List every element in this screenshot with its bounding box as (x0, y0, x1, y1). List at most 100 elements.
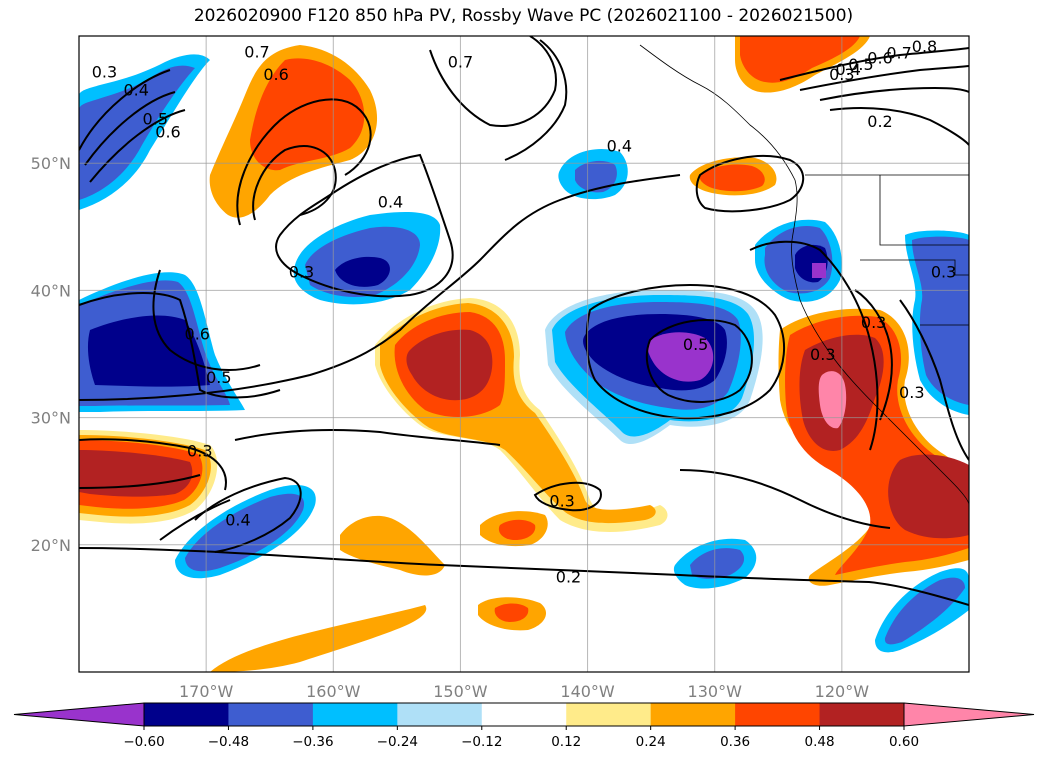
anomaly-negative (690, 548, 745, 579)
anomaly-negative (575, 160, 617, 193)
pv-contour (84, 91, 176, 166)
pv-contour (899, 299, 969, 461)
pv-contour (275, 153, 454, 298)
anomaly-positive (250, 58, 365, 171)
contour-label: 0.8 (912, 37, 937, 56)
colorbar-swatch (735, 703, 821, 726)
contour-label: 0.7 (244, 42, 269, 61)
colorbar: −0.60 −0.48 −0.36 −0.24 −0.12 0.12 0.24 0.36 0.4… (13, 702, 1035, 750)
contour-label: 0.5 (206, 368, 231, 387)
colorbar-swatch (144, 703, 229, 726)
pv-contour (504, 39, 568, 161)
contour-label: 0.3 (289, 262, 314, 281)
contour-label: 0.6 (155, 122, 180, 141)
pv-contour (429, 36, 557, 127)
pv-contour (585, 283, 786, 420)
contour-label: 0.2 (556, 568, 581, 587)
contour-label: 0.5 (683, 335, 708, 354)
anomaly-negative (87, 315, 210, 387)
colorbar-swatch (650, 703, 736, 726)
contour-label: 0.5 (848, 55, 873, 74)
contour-label: 0.7 (448, 52, 473, 71)
pv-contour (79, 174, 681, 401)
lat-tick-label: 20°N (31, 536, 71, 555)
contour-label: 0.6 (263, 65, 288, 84)
colorbar-tick-label: 0.12 (551, 734, 581, 750)
border-line (879, 175, 969, 246)
lat-tick-label: 50°N (31, 154, 71, 173)
map-title: 2026020900 F120 850 hPa PV, Rossby Wave … (193, 6, 854, 26)
lon-tick-label: 120°W (815, 682, 870, 701)
graticule (79, 36, 969, 672)
anomaly-positive (498, 519, 536, 540)
anomaly-negative (647, 332, 714, 382)
contour-labels: 0.30.40.50.60.70.60.70.40.80.70.60.50.40… (92, 37, 957, 587)
contour-label: 0.4 (607, 136, 632, 155)
anomaly-negative (812, 263, 826, 278)
contour-label: 0.6 (185, 325, 210, 344)
contour-label: 0.3 (829, 65, 854, 84)
anomaly-positive (406, 329, 493, 401)
contour-label: 0.3 (549, 491, 574, 510)
axis-labels: 170°W 160°W 150°W 140°W 130°W 120°W 20°N 30°N 40… (31, 154, 870, 701)
colorbar-tick-label: −0.12 (461, 734, 502, 750)
anomaly-negative (335, 256, 390, 287)
colorbar-swatch (397, 703, 483, 726)
pv-contour (252, 145, 337, 221)
lon-tick-label: 140°W (560, 682, 615, 701)
anomaly-negative (884, 577, 965, 645)
contour-label: 0.6 (867, 49, 892, 68)
contour-label: 0.3 (899, 383, 924, 402)
colorbar-tick-label: 0.48 (805, 734, 835, 750)
contour-label: 0.4 (123, 80, 148, 99)
pv-contour (89, 109, 186, 183)
pv-contour (779, 47, 969, 81)
anomaly-negative (912, 236, 969, 405)
contour-label: 0.3 (861, 313, 886, 332)
lat-tick-label: 40°N (31, 281, 71, 300)
contour-label: 0.3 (810, 345, 835, 364)
pv-contour (799, 65, 969, 91)
contour-label: 0.3 (187, 442, 212, 461)
lat-tick-label: 30°N (31, 409, 71, 428)
contour-label: 0.3 (92, 63, 117, 82)
contour-label: 0.4 (225, 510, 250, 529)
pv-contour (159, 499, 231, 541)
anomaly-positive (740, 36, 860, 83)
pv-contour (79, 438, 227, 491)
colorbar-tick-label: −0.24 (377, 734, 418, 750)
contour-label: 0.7 (886, 44, 911, 63)
colorbar-tick-label: 0.60 (889, 734, 919, 750)
pv-contour (79, 474, 201, 489)
colorbar-swatch (481, 703, 567, 726)
pv-contour (152, 269, 261, 371)
pv-contour-layer (79, 36, 969, 606)
map-frame (78, 35, 970, 673)
anomaly-positive (340, 515, 445, 576)
pv-contour (819, 86, 969, 101)
pv-contour (829, 107, 969, 146)
colorbar-swatch (228, 703, 314, 726)
pv-contour (533, 481, 602, 512)
colorbar-extend-high (903, 702, 1035, 727)
contour-label: 0.2 (867, 112, 892, 131)
contour-label: 0.3 (931, 262, 956, 281)
colorbar-frame (143, 702, 905, 727)
colorbar-extend-low (13, 702, 145, 727)
pv-contour (79, 69, 171, 151)
colorbar-tick-label: −0.60 (123, 734, 164, 750)
contour-label: 0.4 (835, 60, 860, 79)
anomaly-positive (79, 450, 193, 497)
pv-contour (695, 154, 805, 213)
lon-tick-label: 170°W (179, 682, 234, 701)
pv-contour (194, 476, 302, 553)
anomaly-positive (888, 454, 969, 539)
coastline (639, 44, 969, 506)
lon-tick-label: 130°W (688, 682, 743, 701)
colorbar-tick-label: −0.36 (292, 734, 333, 750)
pv-shading-layer (79, 36, 969, 672)
border-line (860, 259, 969, 276)
anomaly-positive (818, 371, 847, 429)
pv-contour (645, 319, 753, 403)
